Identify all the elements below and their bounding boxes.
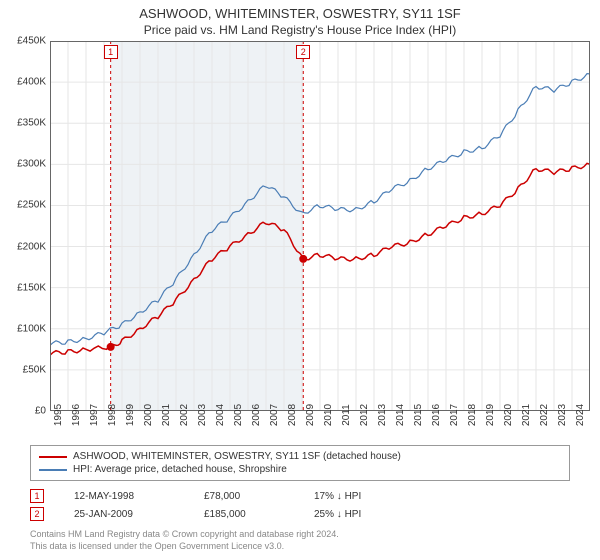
x-tick-label: 1999 — [125, 404, 136, 426]
chart-title: ASHWOOD, WHITEMINSTER, OSWESTRY, SY11 1S… — [0, 0, 600, 21]
x-tick-label: 1997 — [89, 404, 100, 426]
event-marker-1: 1 — [104, 45, 118, 59]
y-tick-label: £400K — [2, 77, 46, 88]
x-tick-label: 2000 — [143, 404, 154, 426]
y-tick-label: £300K — [2, 159, 46, 170]
x-tick-label: 2007 — [269, 404, 280, 426]
x-tick-label: 1996 — [71, 404, 82, 426]
legend-swatch — [39, 456, 67, 458]
event-date: 25-JAN-2009 — [74, 509, 174, 520]
event-note: 17% ↓ HPI — [314, 491, 361, 502]
x-tick-label: 2009 — [305, 404, 316, 426]
footer: Contains HM Land Registry data © Crown c… — [30, 529, 570, 552]
x-tick-label: 2024 — [575, 404, 586, 426]
x-tick-label: 1995 — [53, 404, 64, 426]
event-note: 25% ↓ HPI — [314, 509, 361, 520]
y-tick-label: £150K — [2, 282, 46, 293]
event-date: 12-MAY-1998 — [74, 491, 174, 502]
chart-subtitle: Price paid vs. HM Land Registry's House … — [0, 21, 600, 41]
y-tick-label: £100K — [2, 323, 46, 334]
legend-item: HPI: Average price, detached house, Shro… — [39, 463, 561, 476]
x-tick-label: 2010 — [323, 404, 334, 426]
x-tick-label: 2023 — [557, 404, 568, 426]
chart-svg — [50, 41, 590, 411]
x-tick-label: 2022 — [539, 404, 550, 426]
legend-label: HPI: Average price, detached house, Shro… — [73, 464, 287, 475]
footer-line-2: This data is licensed under the Open Gov… — [30, 541, 570, 553]
event-row: 1 12-MAY-1998 £78,000 17% ↓ HPI — [30, 487, 570, 505]
x-tick-label: 2012 — [359, 404, 370, 426]
x-tick-label: 2016 — [431, 404, 442, 426]
legend-label: ASHWOOD, WHITEMINSTER, OSWESTRY, SY11 1S… — [73, 451, 401, 462]
x-tick-label: 2003 — [197, 404, 208, 426]
x-tick-label: 2008 — [287, 404, 298, 426]
x-tick-label: 2018 — [467, 404, 478, 426]
event-marker-badge: 2 — [30, 507, 44, 521]
x-tick-label: 2004 — [215, 404, 226, 426]
x-tick-label: 2015 — [413, 404, 424, 426]
x-tick-label: 2020 — [503, 404, 514, 426]
footer-line-1: Contains HM Land Registry data © Crown c… — [30, 529, 570, 541]
x-tick-label: 1998 — [107, 404, 118, 426]
events-table: 1 12-MAY-1998 £78,000 17% ↓ HPI 2 25-JAN-2009… — [30, 487, 570, 523]
legend-item: ASHWOOD, WHITEMINSTER, OSWESTRY, SY11 1S… — [39, 450, 561, 463]
chart-area: £0£50K£100K£150K£200K£250K£300K£350K£400… — [50, 41, 590, 411]
event-price: £78,000 — [204, 491, 284, 502]
x-tick-label: 2021 — [521, 404, 532, 426]
y-tick-label: £50K — [2, 364, 46, 375]
x-axis: 1995199619971998199920002001200220032004… — [50, 411, 590, 441]
x-tick-label: 2013 — [377, 404, 388, 426]
x-tick-label: 2006 — [251, 404, 262, 426]
event-marker-badge: 1 — [30, 489, 44, 503]
y-tick-label: £200K — [2, 241, 46, 252]
y-tick-label: £350K — [2, 118, 46, 129]
y-tick-label: £450K — [2, 36, 46, 47]
x-tick-label: 2002 — [179, 404, 190, 426]
x-tick-label: 2001 — [161, 404, 172, 426]
x-tick-label: 2011 — [341, 404, 352, 426]
x-tick-label: 2019 — [485, 404, 496, 426]
legend-swatch — [39, 469, 67, 471]
event-row: 2 25-JAN-2009 £185,000 25% ↓ HPI — [30, 505, 570, 523]
x-tick-label: 2005 — [233, 404, 244, 426]
y-tick-label: £250K — [2, 200, 46, 211]
y-tick-label: £0 — [2, 406, 46, 417]
event-marker-2: 2 — [296, 45, 310, 59]
legend: ASHWOOD, WHITEMINSTER, OSWESTRY, SY11 1S… — [30, 445, 570, 481]
x-tick-label: 2017 — [449, 404, 460, 426]
x-tick-label: 2014 — [395, 404, 406, 426]
event-price: £185,000 — [204, 509, 284, 520]
